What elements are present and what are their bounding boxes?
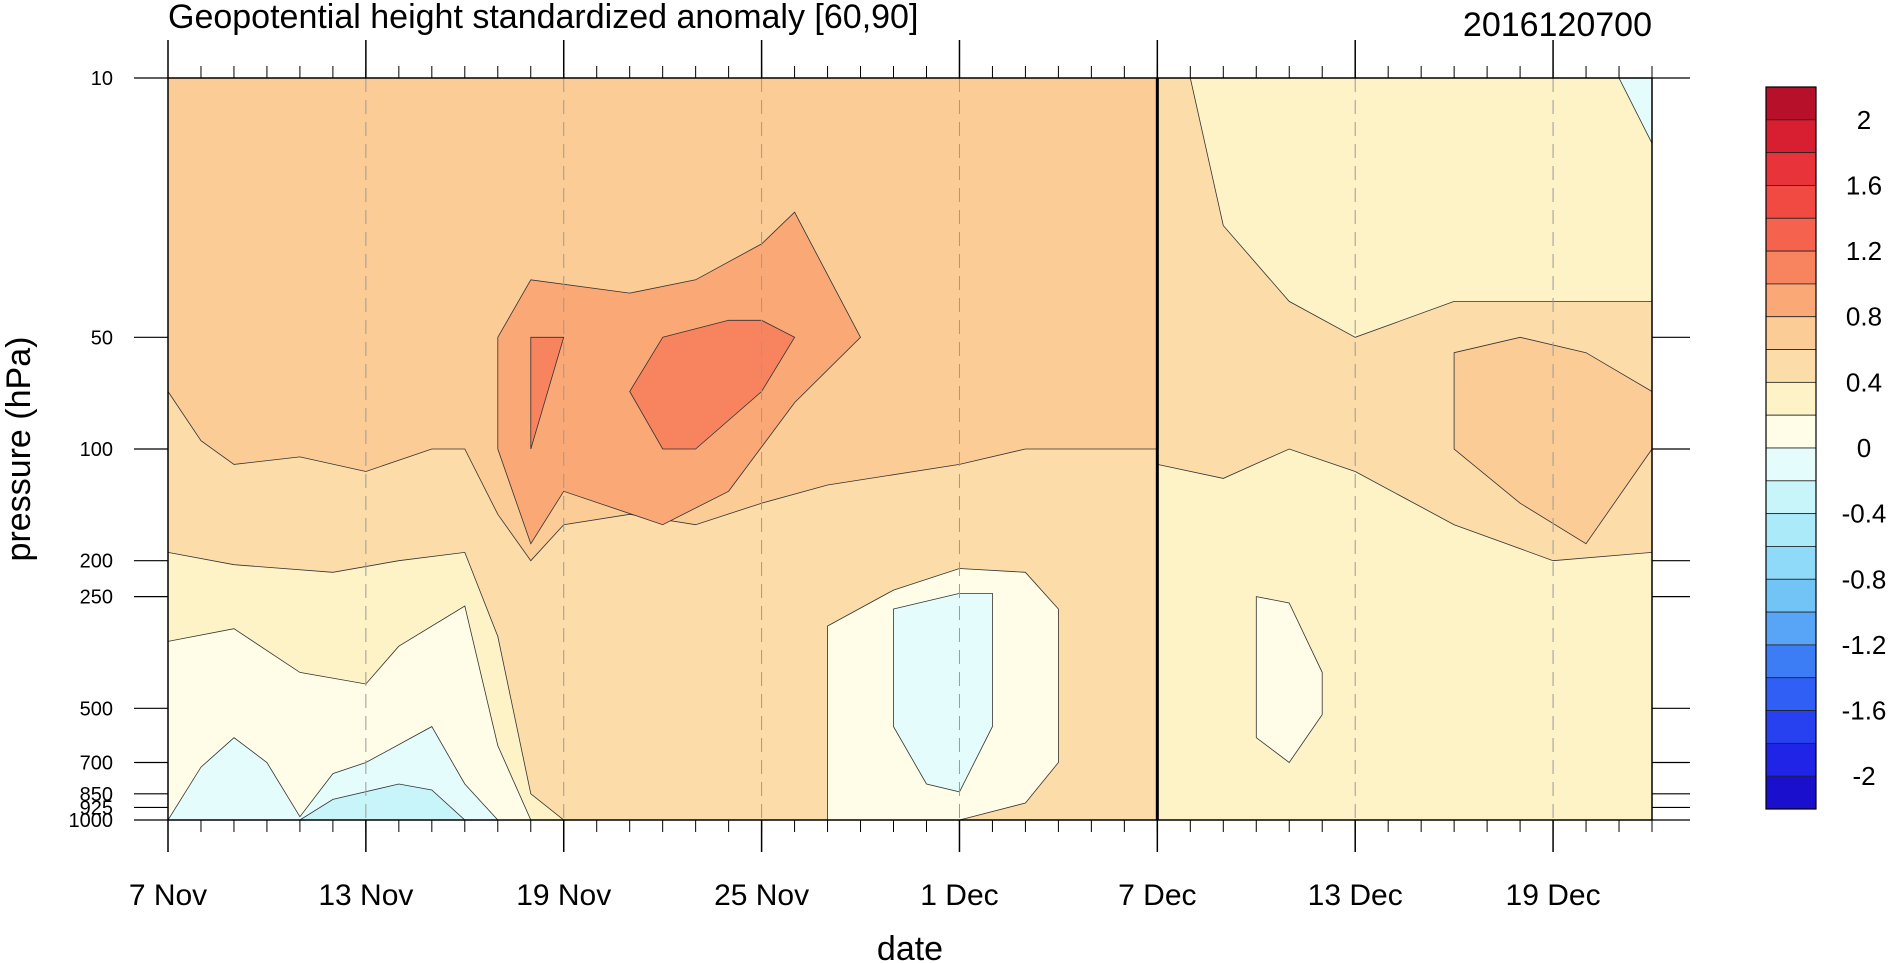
colorbar-cell-10 <box>1765 381 1817 416</box>
colorbar-label-7: -0.4 <box>1842 499 1887 529</box>
colorbar-label-6: 0 <box>1857 433 1871 463</box>
contour-region-10 <box>893 593 993 793</box>
x-tick-label-5: 1 Dec <box>920 879 998 912</box>
colorbar-label-10: -1.6 <box>1842 696 1887 726</box>
colorbar: 2 1.6 1.2 0.8 0.4 0 -0.4 -0.8 -1.2 -1.6 -2 <box>1765 86 1887 810</box>
colorbar-cell-16 <box>1765 578 1817 613</box>
colorbar-cell-21 <box>1765 742 1817 777</box>
contour-region-16 <box>1618 78 1652 144</box>
colorbar-cell-12 <box>1765 447 1817 482</box>
colorbar-cell-17 <box>1765 611 1817 646</box>
colorbar-cell-13 <box>1765 480 1817 515</box>
y-tick-label-10: 1000 <box>69 810 114 832</box>
colorbar-label-8: -0.8 <box>1842 564 1887 594</box>
contour-region-12 <box>1255 596 1323 764</box>
x-axis-label: date <box>877 930 943 963</box>
colorbar-label-1: 2 <box>1857 105 1871 135</box>
y-tick-label-7: 700 <box>80 753 113 775</box>
x-axis: 7 Nov 13 Nov 19 Nov 25 Nov 1 Dec 7 Dec 13 Dec 1… <box>129 40 1653 912</box>
x-tick-label-3: 19 Nov <box>516 879 611 912</box>
contour-region-15 <box>1189 78 1652 338</box>
colorbar-cell-1 <box>1765 86 1817 121</box>
colorbar-cell-6 <box>1765 250 1817 285</box>
colorbar-label-4: 0.8 <box>1846 302 1882 332</box>
colorbar-cell-15 <box>1765 546 1817 580</box>
contour-regions <box>168 78 1652 820</box>
colorbar-cell-7 <box>1765 283 1817 318</box>
x-tick-label-8: 19 Dec <box>1506 879 1601 912</box>
x-tick-label-1: 7 Nov <box>129 879 207 912</box>
colorbar-cell-4 <box>1765 185 1817 219</box>
x-tick-label-2: 13 Nov <box>318 879 413 912</box>
contour-region-8 <box>530 336 565 450</box>
colorbar-frame <box>1765 86 1817 810</box>
y-tick-label-9: 925 <box>80 797 113 819</box>
y-axis-label: pressure (hPa) <box>0 337 38 562</box>
colorbar-cell-2 <box>1765 119 1817 154</box>
x-tick-label-7: 13 Dec <box>1308 879 1403 912</box>
colorbar-cell-9 <box>1765 349 1817 383</box>
colorbar-label-11: -2 <box>1852 761 1875 791</box>
colorbar-cell-22 <box>1765 775 1817 810</box>
contour-region-4 <box>299 783 466 820</box>
colorbar-label-3: 1.2 <box>1846 236 1882 266</box>
chart-date-label: 2016120700 <box>1463 6 1652 44</box>
y-tick-label-4: 200 <box>80 551 113 573</box>
chart-title: Geopotential height standardized anomaly… <box>168 0 918 36</box>
colorbar-cell-19 <box>1765 677 1817 711</box>
colorbar-cell-11 <box>1765 414 1817 449</box>
y-tick-label-2: 50 <box>91 327 113 349</box>
colorbar-cell-8 <box>1765 316 1817 350</box>
colorbar-cell-20 <box>1765 710 1817 744</box>
x-tick-label-4: 25 Nov <box>714 879 809 912</box>
y-tick-label-6: 500 <box>80 698 113 720</box>
colorbar-cell-18 <box>1765 644 1817 679</box>
y-tick-label-1: 10 <box>91 68 113 90</box>
x-tick-label-6: 7 Dec <box>1118 879 1196 912</box>
colorbar-cell-3 <box>1765 152 1817 186</box>
y-tick-label-3: 100 <box>80 439 113 461</box>
colorbar-label-2: 1.6 <box>1846 170 1882 200</box>
colorbar-label-5: 0.4 <box>1846 367 1882 397</box>
colorbar-label-9: -1.2 <box>1842 630 1887 660</box>
colorbar-cell-14 <box>1765 513 1817 547</box>
y-tick-label-8: 850 <box>80 784 113 806</box>
y-tick-label-5: 250 <box>80 587 113 609</box>
colorbar-cell-5 <box>1765 217 1817 252</box>
